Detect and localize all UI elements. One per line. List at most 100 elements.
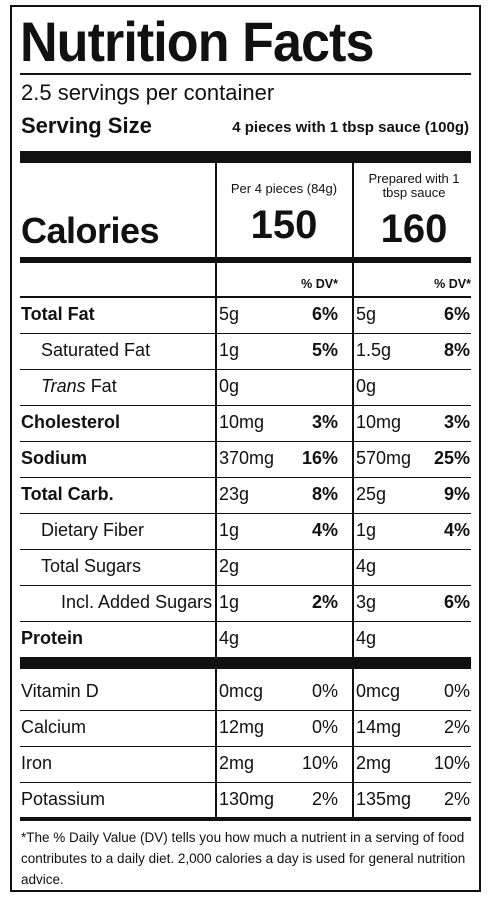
dv-per-serving: 5% [311, 340, 338, 360]
nutrition-facts-label: Nutrition Facts 2.5 servings per contain… [10, 5, 481, 892]
dv-per-serving: 8% [311, 484, 338, 504]
amount-prepared: 135mg [356, 789, 412, 809]
dv-per-serving: 2% [311, 592, 338, 612]
amount-prepared: 2mg [356, 753, 392, 773]
calories-value-prepared: 160 [380, 207, 448, 251]
dv-per-serving: 10% [301, 753, 338, 773]
nutrient-name: Sodium [21, 448, 87, 468]
vitamin-row-iron: Iron 2mg 10% 2mg 10% [20, 746, 471, 783]
title-divider [20, 73, 471, 75]
footnote: *The % Daily Value (DV) tells you how mu… [21, 830, 466, 887]
serving-size-label: Serving Size [21, 113, 152, 138]
nutrient-row-added-sugars: Incl. Added Sugars 1g 2% 3g 6% [20, 585, 471, 622]
nutrient-row-cholesterol: Cholesterol 10mg 3% 10mg 3% [20, 405, 471, 442]
amount-per-serving: 12mg [219, 717, 265, 737]
nutrient-row-total-sugars: Total Sugars 2g 4g [20, 549, 471, 586]
amount-per-serving: 1g [219, 592, 240, 612]
column-header-per-serving: Per 4 pieces (84g) [230, 181, 338, 196]
dv-prepared: 10% [433, 753, 470, 773]
dv-prepared: 0% [443, 681, 470, 701]
dv-per-serving: 4% [311, 520, 338, 540]
nutrient-name: Dietary Fiber [41, 520, 145, 540]
nutrient-row-saturated-fat: Saturated Fat 1g 5% 1.5g 8% [20, 333, 471, 370]
nutrient-name: Protein [21, 628, 84, 648]
dv-header-1: % DV* [301, 277, 338, 291]
amount-per-serving: 1g [219, 340, 240, 360]
nutrient-name: Calcium [21, 717, 87, 737]
amount-per-serving: 0mcg [219, 681, 264, 701]
amount-prepared: 0g [356, 376, 377, 396]
dv-per-serving: 0% [311, 681, 338, 701]
amount-per-serving: 5g [219, 304, 240, 324]
serving-size-value: 4 pieces with 1 tbsp sauce (100g) [232, 119, 469, 136]
amount-prepared: 1.5g [356, 340, 392, 360]
amount-per-serving: 10mg [219, 412, 265, 432]
dv-prepared: 4% [443, 520, 470, 540]
thick-divider-calories [20, 257, 471, 263]
nutrient-row-trans-fat: Trans Fat 0g 0g [20, 369, 471, 406]
amount-prepared: 25g [356, 484, 387, 504]
servings-per-container: 2.5 servings per container [21, 80, 275, 105]
nutrient-row-total-carb: Total Carb. 23g 8% 25g 9% [20, 477, 471, 514]
dv-header-2: % DV* [434, 277, 471, 291]
nutrient-name: Saturated Fat [41, 340, 151, 360]
amount-per-serving: 4g [219, 628, 240, 648]
nutrient-row-protein: Protein 4g 4g [20, 621, 471, 657]
calories-value-per-serving: 150 [250, 203, 318, 247]
thick-divider-footnote [20, 817, 471, 821]
amount-prepared: 14mg [356, 717, 402, 737]
vitamin-row-potassium: Potassium 130mg 2% 135mg 2% [20, 782, 471, 819]
calories-label: Calories [21, 210, 160, 251]
dv-prepared: 2% [443, 717, 470, 737]
amount-per-serving: 2g [219, 556, 240, 576]
amount-per-serving: 2mg [219, 753, 255, 773]
dv-prepared: 3% [443, 412, 470, 432]
nutrient-name: Total Sugars [41, 556, 142, 576]
dv-prepared: 2% [443, 789, 470, 809]
amount-per-serving: 370mg [219, 448, 275, 468]
dv-prepared: 6% [443, 592, 470, 612]
amount-prepared: 0mcg [356, 681, 401, 701]
nutrient-name: Total Fat [21, 304, 95, 324]
thick-divider-vitamins [20, 657, 471, 669]
amount-prepared: 570mg [356, 448, 412, 468]
vitamin-row-vitamin-d: Vitamin D 0mcg 0% 0mcg 0% [20, 674, 471, 711]
dv-prepared: 25% [433, 448, 470, 468]
nutrient-row-total-fat: Total Fat 5g 6% 5g 6% [20, 297, 471, 334]
nutrient-name: Total Carb. [21, 484, 114, 504]
nutrient-name-italic: Trans [41, 376, 86, 396]
amount-prepared: 5g [356, 304, 377, 324]
nutrient-name: Incl. Added Sugars [61, 592, 213, 612]
dv-per-serving: 3% [311, 412, 338, 432]
amount-prepared: 3g [356, 592, 377, 612]
dv-prepared: 8% [443, 340, 470, 360]
amount-prepared: 1g [356, 520, 377, 540]
dv-prepared: 6% [443, 304, 470, 324]
thick-divider-top [20, 151, 471, 163]
nutrient-name-rest: Fat [85, 376, 117, 396]
dv-per-serving: 2% [311, 789, 338, 809]
amount-per-serving: 1g [219, 520, 240, 540]
amount-prepared: 4g [356, 556, 377, 576]
amount-prepared: 4g [356, 628, 377, 648]
dv-per-serving: 16% [301, 448, 338, 468]
vitamin-row-calcium: Calcium 12mg 0% 14mg 2% [20, 710, 471, 747]
nutrient-name: Vitamin D [21, 681, 99, 701]
nutrient-name: Iron [21, 753, 53, 773]
dv-per-serving: 0% [311, 717, 338, 737]
nutrient-name: Cholesterol [21, 412, 121, 432]
column-header-prepared: Prepared with 1 tbsp sauce [368, 171, 460, 200]
nutrient-name: Potassium [21, 789, 106, 809]
label-title: Nutrition Facts [20, 10, 374, 73]
column-divider-2 [352, 163, 354, 818]
dv-prepared: 9% [443, 484, 470, 504]
nutrient-row-dietary-fiber: Dietary Fiber 1g 4% 1g 4% [20, 513, 471, 550]
nutrient-name: Trans Fat [41, 376, 117, 397]
nutrient-row-sodium: Sodium 370mg 16% 570mg 25% [20, 441, 471, 478]
dv-divider [20, 296, 471, 298]
amount-per-serving: 23g [219, 484, 250, 504]
amount-per-serving: 0g [219, 376, 240, 396]
amount-prepared: 10mg [356, 412, 402, 432]
column-divider-1 [215, 163, 217, 818]
amount-per-serving: 130mg [219, 789, 275, 809]
